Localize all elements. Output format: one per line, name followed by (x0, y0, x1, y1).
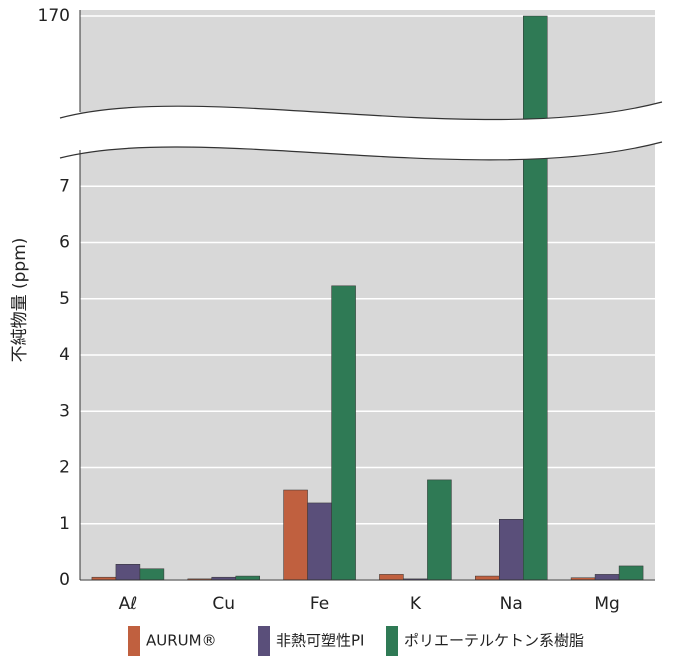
bar (427, 479, 452, 581)
legend-label: ポリエーテルケトン系樹脂 (404, 632, 584, 650)
legend-swatch (386, 626, 398, 656)
x-tick-label: K (410, 594, 422, 614)
legend-label: 非熱可塑性PI (276, 632, 364, 650)
y-tick-label: 6 (59, 233, 70, 253)
y-tick-label: 5 (59, 289, 70, 309)
x-tick-label: Aℓ (119, 594, 138, 614)
plot-background (80, 10, 655, 580)
y-tick-label: 0 (59, 570, 70, 590)
y-tick-label: 3 (59, 401, 70, 421)
x-tick-label: Cu (212, 594, 235, 614)
bar (331, 285, 356, 581)
x-tick-label: Mg (594, 594, 619, 614)
legend-label: AURUM® (146, 632, 217, 650)
y-tick-label: 4 (59, 345, 70, 365)
y-tick-label: 1 (59, 514, 70, 534)
bar (115, 564, 141, 581)
bar (235, 575, 260, 581)
y-axis-title: 不純物量 (ppm) (10, 238, 30, 363)
bar (283, 489, 308, 581)
bar (523, 15, 548, 581)
bar (618, 565, 644, 581)
axis-break-edge (59, 101, 663, 121)
bar (475, 575, 500, 581)
x-tick-label: Na (500, 594, 523, 614)
y-tick-label: 170 (38, 6, 70, 26)
bar (499, 519, 524, 581)
axis-break-edge (59, 141, 663, 161)
bar (379, 574, 404, 581)
axis-break (60, 102, 662, 160)
x-tick-label: Fe (310, 594, 329, 614)
legend-swatch (258, 626, 270, 656)
bar (594, 574, 620, 581)
bar (307, 502, 332, 581)
y-tick-label: 7 (59, 176, 70, 196)
legend-swatch (128, 626, 140, 656)
bar (139, 568, 165, 581)
y-tick-label: 2 (59, 458, 70, 478)
